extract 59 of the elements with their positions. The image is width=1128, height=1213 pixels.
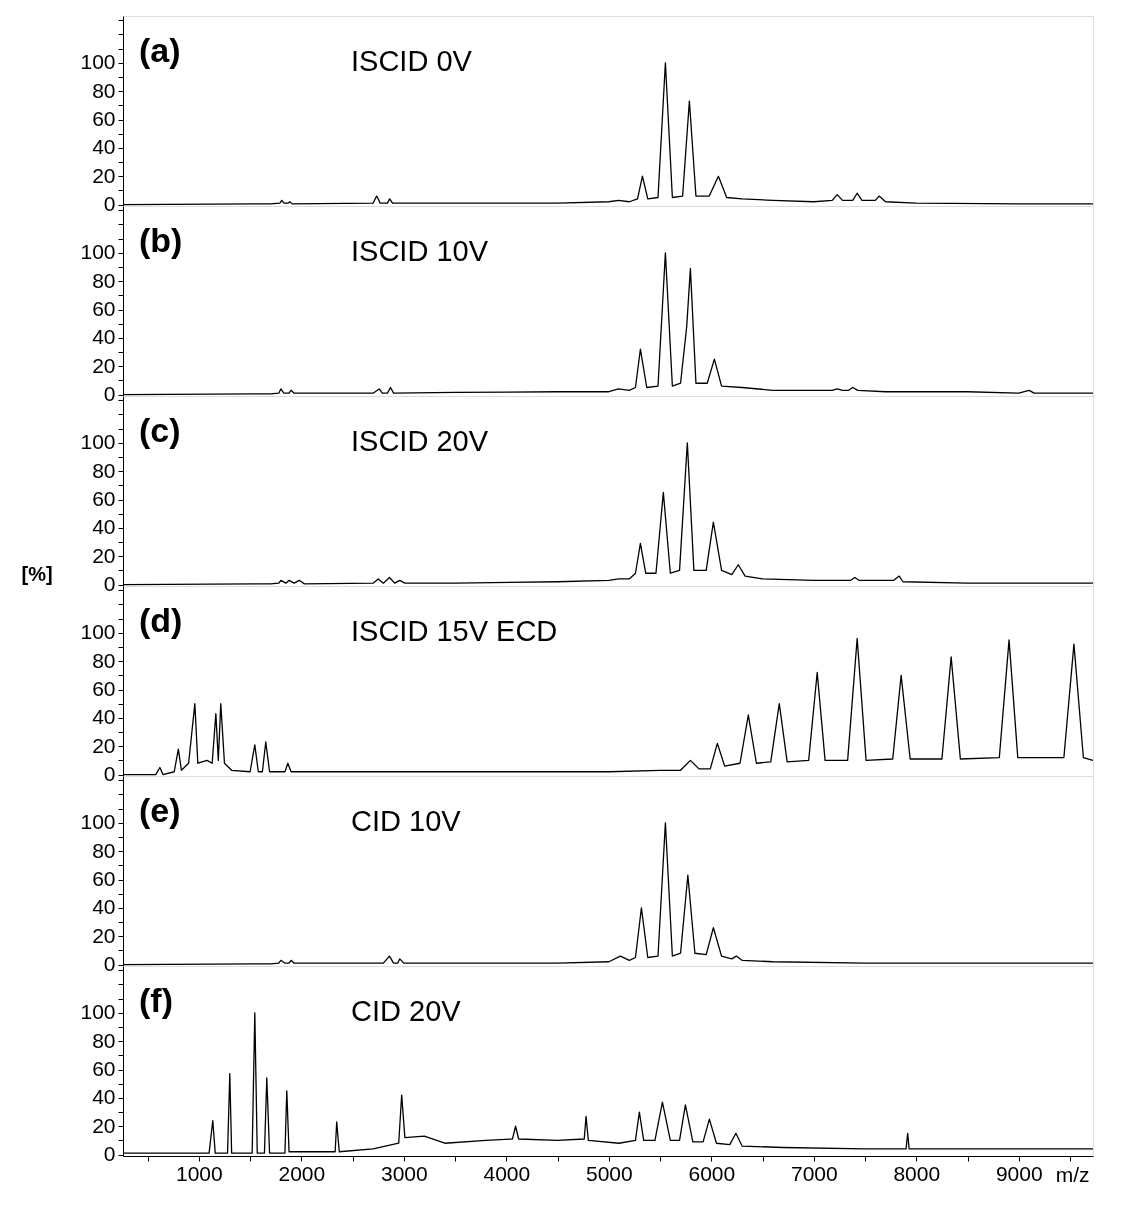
x-tick-label: 7000 — [790, 1161, 838, 1185]
annotation: (f) — [139, 981, 173, 1019]
annotation: (b) — [139, 221, 183, 259]
y-tick-label: 20 — [92, 543, 116, 567]
y-tick-label: 100 — [80, 50, 116, 74]
y-tick-label: 0 — [103, 952, 116, 976]
annotation: (c) — [139, 411, 181, 449]
x-tick-label: 4000 — [483, 1161, 531, 1185]
y-tick-label: 80 — [92, 838, 116, 862]
y-tick-label: 0 — [103, 382, 116, 406]
y-tick-label: 60 — [92, 487, 116, 511]
y-tick-label: 60 — [92, 107, 116, 131]
y-tick-label: 60 — [92, 677, 116, 701]
y-tick-label: 0 — [103, 1142, 116, 1166]
y-tick-label: 0 — [103, 572, 116, 596]
y-tick-label: 60 — [92, 1057, 116, 1081]
annotation: CID 20V — [351, 995, 462, 1027]
annotation: (d) — [139, 601, 183, 639]
y-tick-label: 20 — [92, 733, 116, 757]
y-tick-label: 20 — [92, 923, 116, 947]
annotation: CID 10V — [351, 805, 462, 837]
annotation: ISCID 10V — [351, 235, 489, 267]
y-tick-label: 80 — [92, 78, 116, 102]
annotation: (a) — [139, 31, 181, 69]
y-tick-label: 20 — [92, 353, 116, 377]
y-tick-label: 40 — [92, 705, 116, 729]
x-axis-title: m/z — [1055, 1162, 1090, 1186]
x-tick-label: 5000 — [585, 1161, 633, 1185]
y-tick-label: 80 — [92, 268, 116, 292]
y-tick-label: 80 — [92, 648, 116, 672]
y-tick-label: 40 — [92, 1085, 116, 1109]
y-tick-label: 60 — [92, 867, 116, 891]
y-tick-label: 100 — [80, 620, 116, 644]
x-tick-label: 2000 — [278, 1161, 326, 1185]
annotation: (e) — [139, 791, 181, 829]
y-tick-label: 40 — [92, 325, 116, 349]
x-tick-label: 9000 — [995, 1161, 1043, 1185]
annotation: ISCID 15V ECD — [351, 615, 558, 647]
y-tick-label: 0 — [103, 762, 116, 786]
annotation: ISCID 20V — [351, 425, 489, 457]
y-tick-label: 40 — [92, 895, 116, 919]
y-axis-title: [%] — [21, 562, 53, 585]
x-tick-label: 8000 — [893, 1161, 941, 1185]
y-tick-label: 80 — [92, 1028, 116, 1052]
y-tick-label: 60 — [92, 297, 116, 321]
y-tick-label: 20 — [92, 163, 116, 187]
y-tick-label: 40 — [92, 515, 116, 539]
y-tick-label: 100 — [80, 240, 116, 264]
y-tick-label: 40 — [92, 135, 116, 159]
x-tick-label: 6000 — [688, 1161, 736, 1185]
x-tick-label: 1000 — [175, 1161, 223, 1185]
y-tick-label: 20 — [92, 1113, 116, 1137]
y-tick-label: 100 — [80, 430, 116, 454]
y-tick-label: 80 — [92, 458, 116, 482]
y-tick-label: 100 — [80, 1000, 116, 1024]
y-tick-label: 0 — [103, 192, 116, 216]
x-tick-label: 3000 — [380, 1161, 428, 1185]
annotation: ISCID 0V — [351, 45, 473, 77]
y-tick-label: 100 — [80, 810, 116, 834]
